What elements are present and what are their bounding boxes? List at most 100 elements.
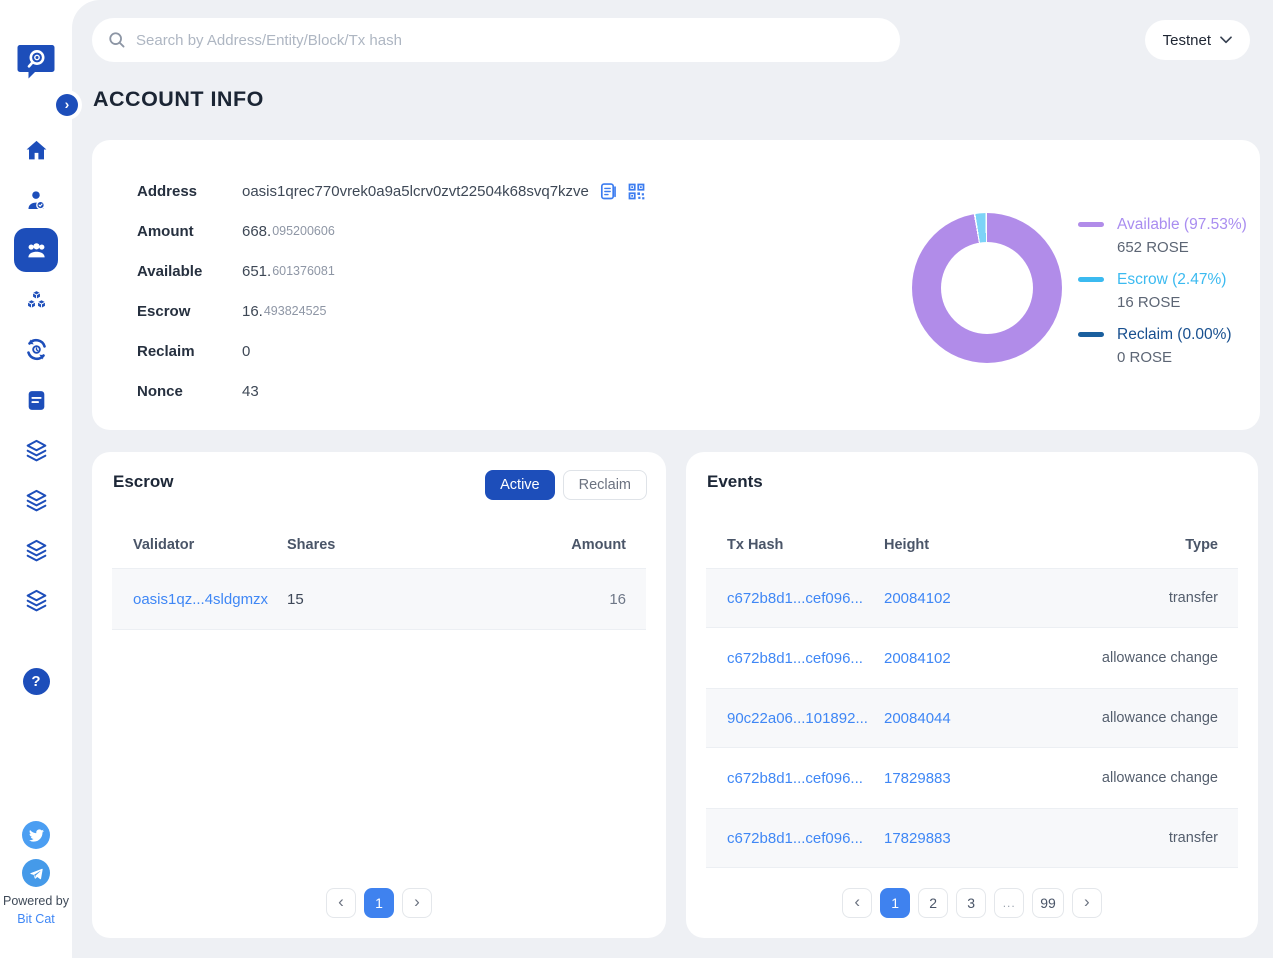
search-bar[interactable] [92, 18, 900, 62]
tx-hash-link[interactable]: 90c22a06...101892... [727, 709, 868, 727]
page-button-1[interactable]: 1 [880, 888, 911, 918]
sidebar-expand-button[interactable]: › [56, 94, 78, 116]
escrow-int: 16. [242, 302, 263, 320]
validator-link[interactable]: oasis1qz...4sldgmzx [133, 590, 269, 608]
events-table-header: Tx Hash Height Type [706, 522, 1238, 568]
bitcat-link[interactable]: Bit Cat [17, 912, 55, 926]
column-header-validator: Validator [133, 537, 195, 553]
search-icon [109, 32, 125, 48]
field-label: Escrow [137, 302, 191, 320]
tx-hash-link[interactable]: c672b8d1...cef096... [727, 589, 863, 607]
field-label: Amount [137, 222, 194, 240]
field-label: Address [137, 182, 198, 200]
type-value: transfer [1168, 590, 1218, 606]
type-value: allowance change [1101, 770, 1218, 786]
sidebar-item-paratime-3[interactable] [14, 528, 58, 572]
available-dec: 601376081 [272, 264, 335, 278]
home-icon [26, 140, 46, 159]
column-header-shares: Shares [287, 537, 336, 553]
balance-donut-chart [912, 213, 1062, 363]
column-header-amount: Amount [571, 537, 626, 553]
sidebar-item-paratime-2[interactable] [14, 478, 58, 522]
sidebar-item-help[interactable]: ? [14, 659, 58, 703]
qr-code-icon[interactable] [626, 181, 647, 202]
legend-amount: 0 ROSE [1117, 349, 1173, 366]
transactions-icon [26, 338, 46, 360]
legend-amount: 16 ROSE [1117, 294, 1181, 311]
escrow-table: Validator Shares Amount oasis1qz...4sldg… [112, 522, 646, 630]
sidebar-item-transactions[interactable] [14, 327, 58, 371]
search-input[interactable] [136, 31, 856, 49]
sidebar-item-paratime-1[interactable] [14, 428, 58, 472]
telegram-icon [29, 868, 43, 879]
amount-dec: 095200606 [272, 224, 335, 238]
legend-swatch [1078, 277, 1104, 282]
account-reclaim-row: Reclaim 0 [137, 341, 250, 361]
pagination-next-button[interactable]: › [1071, 888, 1102, 918]
escrow-table-header: Validator Shares Amount [112, 522, 646, 568]
escrow-dec: 493824525 [263, 304, 327, 318]
height-link[interactable]: 20084102 [884, 649, 951, 667]
events-pagination: ‹ 1 2 3... 99 › [686, 888, 1258, 918]
reclaim-value: 0 [242, 342, 251, 360]
account-address-row: Address oasis1qrec770vrek0a9a5lcrv0zvt22… [137, 181, 647, 201]
page-button-1[interactable]: 1 [364, 888, 394, 918]
type-value: allowance change [1101, 650, 1218, 666]
account-amount-row: Amount 668. 095200606 [137, 221, 335, 241]
sidebar-item-proposals[interactable] [14, 378, 58, 422]
legend-amount: 652 ROSE [1117, 239, 1189, 256]
copy-icon[interactable] [597, 181, 618, 202]
page-title: ACCOUNT INFO [93, 87, 264, 111]
available-int: 651. [242, 262, 272, 280]
page-button-99[interactable]: 99 [1032, 888, 1064, 918]
pagination-prev-button[interactable]: ‹ [326, 888, 356, 918]
legend-item: Escrow (2.47%) 16 ROSE [1078, 270, 1247, 312]
events-panel: Events Tx Hash Height Type c672b8d1...ce… [686, 452, 1258, 938]
height-link[interactable]: 17829883 [884, 769, 951, 787]
type-value: transfer [1168, 830, 1218, 846]
sidebar-item-validators[interactable] [14, 178, 58, 222]
column-header-tx-hash: Tx Hash [727, 537, 784, 553]
height-link[interactable]: 20084102 [884, 589, 951, 607]
pagination-next-button[interactable]: › [402, 888, 432, 918]
pagination-ellipsis-button[interactable]: ... [994, 888, 1025, 918]
powered-by-label: Powered by [2, 894, 69, 908]
escrow-table-body: oasis1qz...4sldgmzx 15 16 [112, 568, 646, 630]
pagination-prev-button[interactable]: ‹ [842, 888, 873, 918]
account-nonce-row: Nonce 43 [137, 381, 259, 401]
amount-value: 16 [609, 590, 626, 608]
event-row: c672b8d1...cef096... 20084102 transfer [706, 568, 1238, 628]
field-label: Reclaim [137, 342, 195, 360]
reclaim-tab-button[interactable]: Reclaim [562, 470, 647, 500]
validator-icon [27, 190, 45, 210]
network-selector[interactable]: Testnet [1144, 20, 1250, 60]
height-link[interactable]: 20084044 [884, 709, 951, 727]
sidebar-item-paratime-4[interactable] [14, 578, 58, 622]
oasisscan-logo[interactable] [16, 40, 56, 80]
twitter-link[interactable] [22, 821, 50, 849]
sidebar-item-accounts[interactable] [14, 228, 58, 272]
height-link[interactable]: 17829883 [884, 829, 951, 847]
sidebar-item-home[interactable] [14, 128, 58, 172]
escrow-toggle-group: Active Reclaim [485, 470, 647, 500]
telegram-link[interactable] [22, 859, 50, 887]
page-button-2[interactable]: 2 [918, 888, 949, 918]
donut-legend: Available (97.53%) 652 ROSE Escrow (2.47%)… [1078, 215, 1247, 380]
tx-hash-link[interactable]: c672b8d1...cef096... [727, 829, 863, 847]
field-label: Available [137, 262, 203, 280]
proposals-icon [28, 390, 44, 410]
escrow-pagination: ‹ 1 › [92, 888, 666, 918]
escrow-table-row: oasis1qz...4sldgmzx 15 16 [112, 568, 646, 630]
page-button-3[interactable]: 3 [956, 888, 987, 918]
tx-hash-link[interactable]: c672b8d1...cef096... [727, 769, 863, 787]
events-table: Tx Hash Height Type c672b8d1...cef096...… [706, 522, 1238, 868]
event-row: 90c22a06...101892... 20084044 allowance ch… [706, 688, 1238, 748]
legend-swatch [1078, 332, 1104, 337]
sidebar-item-blocks[interactable] [14, 278, 58, 322]
nonce-value: 43 [242, 382, 259, 400]
tx-hash-link[interactable]: c672b8d1...cef096... [727, 649, 863, 667]
active-tab-button[interactable]: Active [485, 470, 555, 500]
legend-swatch [1078, 222, 1104, 227]
event-row: c672b8d1...cef096... 17829883 transfer [706, 808, 1238, 868]
logo-icon [17, 45, 55, 79]
